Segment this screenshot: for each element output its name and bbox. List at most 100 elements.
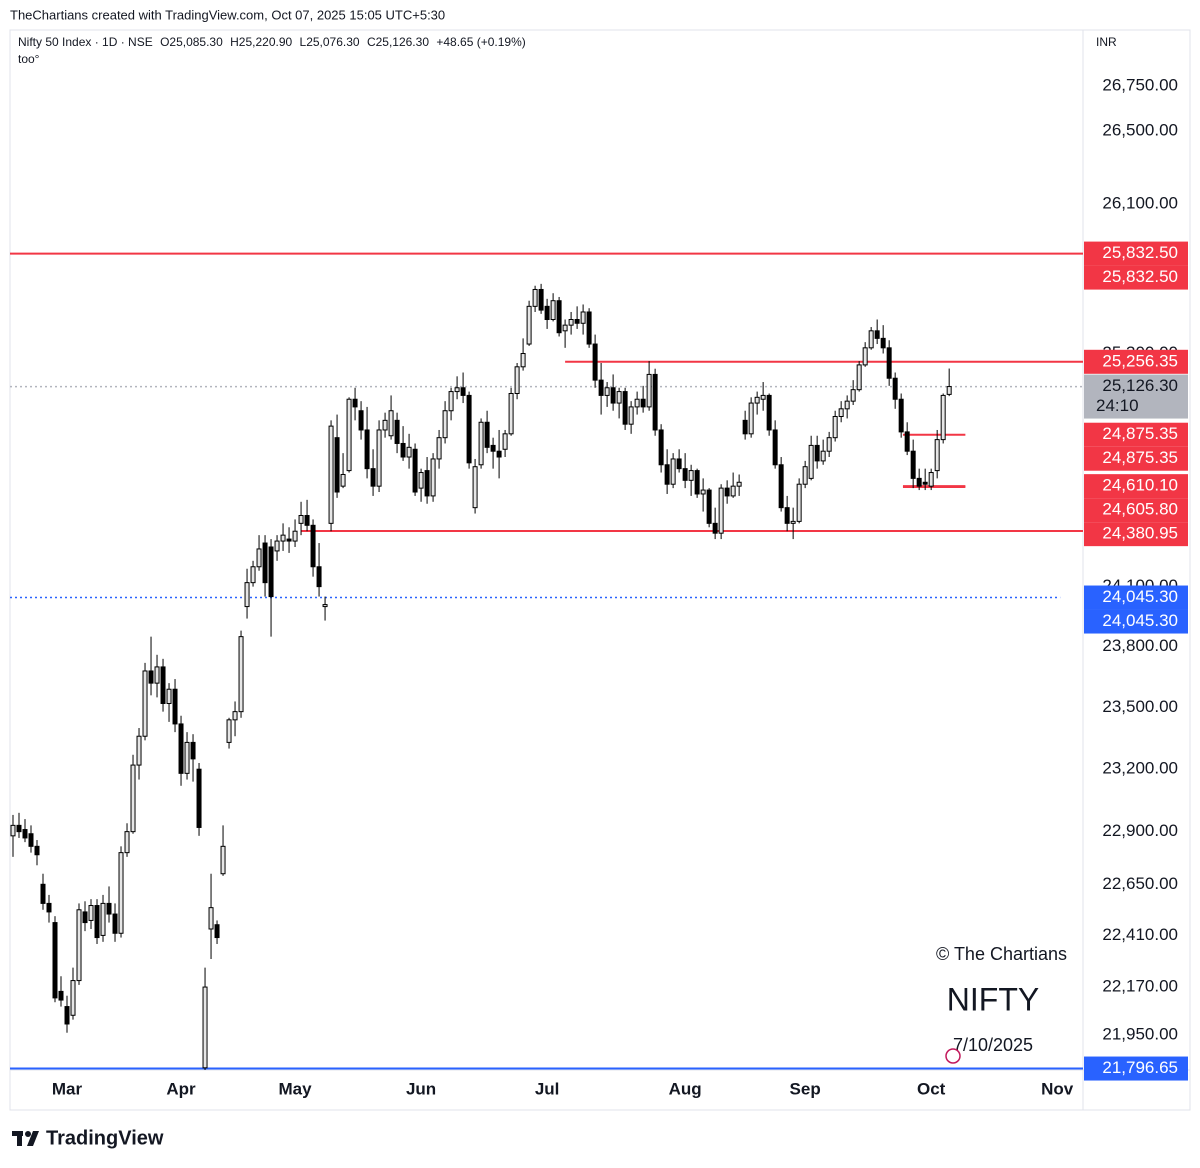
candle-body [64, 1006, 70, 1025]
candle-body [370, 468, 376, 487]
candle-body [526, 305, 532, 345]
candle-body [874, 330, 880, 339]
candle-body [706, 489, 712, 524]
candle-body [142, 670, 148, 737]
y-tick-label: 22,410.00 [1102, 925, 1178, 944]
candle-body [808, 444, 814, 479]
candle-body [376, 429, 382, 487]
candle-body [208, 907, 214, 930]
candle-body [280, 534, 286, 542]
candle-body [178, 723, 184, 774]
candle-body [232, 711, 238, 721]
candle-body [172, 688, 178, 725]
y-tick-label: 26,100.00 [1102, 194, 1178, 213]
candle-body [448, 391, 454, 412]
candle-body [340, 473, 346, 487]
candle-body [238, 636, 244, 713]
candle-body [436, 437, 442, 460]
candle-body [826, 437, 832, 452]
x-tick-label: May [279, 1079, 313, 1098]
price-label: 25,126.30 [1102, 376, 1178, 395]
candle-body [118, 852, 124, 934]
candle-body [532, 288, 538, 307]
watermark-symbol: NIFTY [947, 981, 1039, 1017]
logo-stem [17, 1131, 22, 1146]
candle-body [712, 522, 718, 534]
price-label-box [1084, 265, 1188, 290]
candle-body [580, 311, 586, 324]
legend: Nifty 50 Index · 1D · NSE O25,085.30 H25… [18, 35, 526, 49]
candle-body [184, 741, 190, 774]
candle-body [904, 431, 910, 452]
candle-body [556, 300, 562, 334]
y-tick-label: 23,800.00 [1102, 636, 1178, 655]
legend-symbol: Nifty 50 Index · 1D · NSE [18, 35, 153, 49]
candle-body [550, 300, 556, 321]
price-label-box [1084, 498, 1188, 523]
candle-body [946, 386, 952, 395]
candle-body [538, 288, 544, 311]
candle-body [100, 902, 106, 936]
candle-body [520, 353, 526, 368]
candle-body [418, 472, 424, 489]
x-tick-label: Nov [1041, 1079, 1074, 1098]
x-tick-label: Jul [535, 1079, 560, 1098]
candle-body [652, 373, 658, 431]
candle-body [346, 398, 352, 472]
legend-open: O25,085.30 [160, 35, 223, 49]
candle-body [796, 483, 802, 522]
candle-body [274, 540, 280, 552]
candle-body [700, 489, 706, 495]
x-tick-label: Sep [790, 1079, 821, 1098]
logo-slash [27, 1131, 39, 1146]
candle-body [886, 347, 892, 379]
y-tick-label: 22,900.00 [1102, 821, 1178, 840]
candle-body [562, 324, 568, 332]
candle-body [70, 980, 76, 1016]
price-label-box [1084, 349, 1188, 374]
candle-body [718, 487, 724, 534]
candle-body [574, 319, 580, 324]
price-label: 24,875.35 [1102, 448, 1178, 467]
candle-body [760, 394, 766, 400]
candle-body [82, 911, 88, 924]
price-label: 25,832.50 [1102, 267, 1178, 286]
countdown: 24:10 [1096, 396, 1139, 415]
candle-body [922, 481, 928, 485]
watermark-icon [945, 1048, 961, 1064]
price-label: 24,605.80 [1102, 500, 1178, 519]
candle-body [268, 546, 274, 598]
footer-brand: TradingView [46, 1127, 164, 1149]
candle-body [94, 905, 100, 939]
candle-body [634, 398, 640, 408]
price-label-box [1084, 1056, 1188, 1081]
price-label-box [1084, 522, 1188, 547]
candle-body [898, 398, 904, 433]
candle-body [460, 387, 466, 396]
candle-body [484, 421, 490, 448]
candle-body [256, 548, 262, 568]
candle-body [592, 343, 598, 381]
candle-body [310, 524, 316, 568]
price-label: 24,380.95 [1102, 524, 1178, 543]
candle-body [106, 902, 112, 915]
candle-body [154, 666, 160, 684]
y-tick-label: 23,500.00 [1102, 697, 1178, 716]
candle-body [586, 311, 592, 345]
x-tick-label: Jun [406, 1079, 436, 1098]
x-tick-label: Oct [917, 1079, 946, 1098]
candle-body [622, 391, 628, 425]
candle-body [616, 391, 622, 404]
candle-body [892, 377, 898, 400]
price-label-box [1084, 422, 1188, 447]
currency: INR [1096, 35, 1117, 49]
y-tick-label: 23,200.00 [1102, 759, 1178, 778]
candle-body [382, 419, 388, 431]
price-label: 24,045.30 [1102, 587, 1178, 606]
candle-body [88, 905, 94, 921]
price-labels: 25,832.50 25,832.50 25,256.35 25,126.3024:1… [1084, 241, 1188, 1081]
legend-high: H25,220.90 [230, 35, 292, 49]
candle-body [598, 379, 604, 396]
x-tick-label: Mar [52, 1079, 83, 1098]
